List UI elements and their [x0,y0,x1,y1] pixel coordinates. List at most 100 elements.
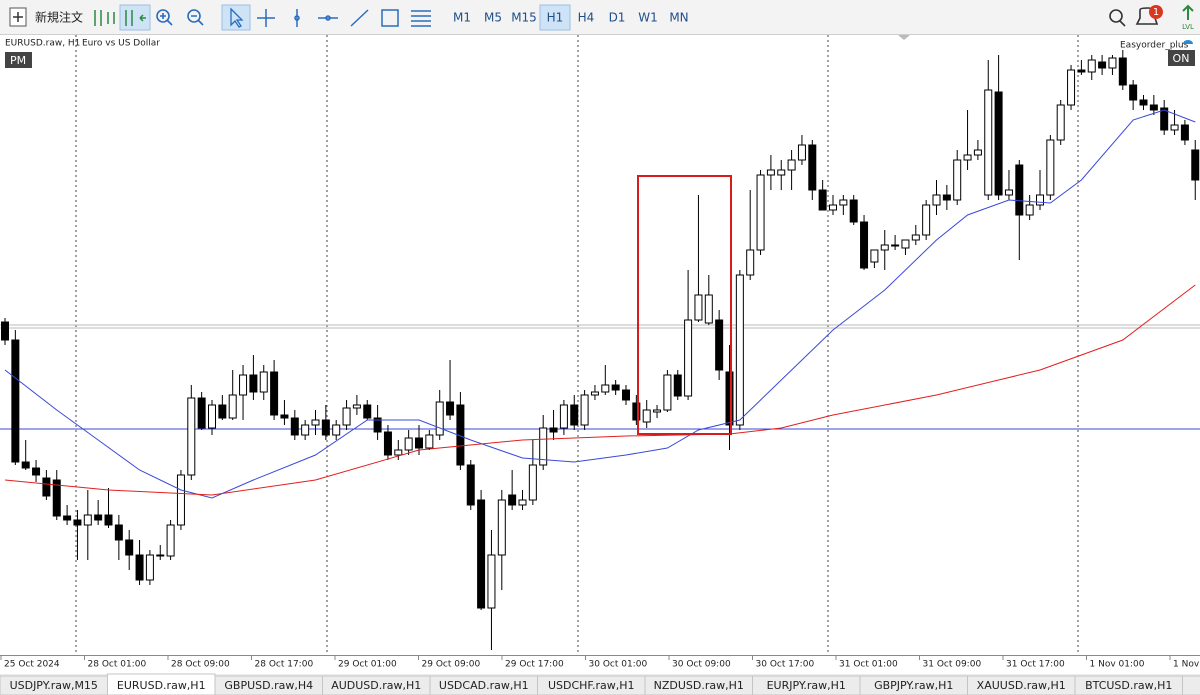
candle-body [601,384,610,393]
candle-body [580,394,589,426]
search-button[interactable] [1109,9,1123,23]
candle-body [176,474,185,526]
candle-body [1129,84,1138,101]
candle-body [73,519,82,526]
zoom-in-button[interactable] [156,9,170,23]
candle-body [290,417,299,436]
candle-body [973,149,982,156]
candle-body [891,244,900,247]
candle-body [83,514,92,526]
tab[interactable] [1182,675,1200,695]
candle-body [1067,69,1076,106]
rectangle-button[interactable] [381,9,399,27]
candle-body [1149,104,1158,111]
candle-body [860,221,869,269]
candle-body [559,404,568,429]
time-label: 29 Oct 17:00 [505,660,564,670]
status-badge [1168,50,1195,66]
timeframe-button[interactable]: M5 [484,11,502,25]
tab-label: EURJPY.raw,H1 [767,679,846,692]
vertical-line-dot [294,15,300,21]
candle-body [901,239,910,249]
candle-body [808,144,817,191]
time-label: 31 Oct 09:00 [923,660,982,670]
tab-label: USDCAD.raw,H1 [439,679,529,692]
timeframe-button[interactable]: D1 [609,11,626,25]
candle-body [1087,59,1096,73]
candle-body [590,391,599,396]
new-order-button[interactable]: 新規注文 [9,7,83,27]
timeframe-button[interactable]: H4 [578,11,595,25]
candle-body [994,91,1003,196]
tab-label: GBPUSD.raw,H4 [224,679,313,692]
timeframe-button[interactable]: MN [669,11,688,25]
candle-body [332,424,341,436]
tab-label: USDCHF.raw,H1 [548,679,635,692]
candle-body [373,417,382,433]
tab-label: AUDUSD.raw,H1 [331,679,421,692]
expert-icon [1183,40,1193,44]
candle-body [539,427,548,466]
candle-body [632,402,641,421]
cursor-button[interactable] [221,4,251,31]
candle-body [849,199,858,223]
candle-body [870,249,879,263]
candle-body [497,499,506,556]
fibo-button[interactable] [411,10,431,27]
tab-label: GBPJPY.raw,H1 [874,679,953,692]
time-label: 1 Nov 0 [1173,660,1200,670]
candle-body [321,419,330,436]
tab-label: NZDUSD.raw,H1 [654,679,744,692]
time-label: 29 Oct 01:00 [338,660,397,670]
candle-body [311,419,320,426]
zoom-out-button[interactable] [187,9,201,23]
timeframe-bar: M1 M5 M15 H1 H4 D1 W1 MN [453,4,689,31]
timeframe-button[interactable]: H1 [547,11,564,25]
session-label: PM [10,54,26,67]
candle-body [135,554,144,581]
candle-body [746,249,755,276]
crosshair-button[interactable] [257,9,275,27]
trendline-button[interactable] [350,9,369,27]
level-icon[interactable] [1182,4,1194,20]
candle-body [394,449,403,456]
candle-body [694,294,703,321]
candle-body [570,404,579,426]
candle-body [777,169,786,176]
zoom-out-icon [191,15,204,26]
candle-body [818,189,827,211]
chart-area [0,35,1200,655]
toolbar [0,0,1200,35]
candle-body [684,319,693,397]
candle-body [435,401,444,436]
search-handle [1119,20,1126,27]
time-label: 28 Oct 17:00 [255,660,314,670]
candle-body [156,554,165,557]
candle-body [114,524,123,541]
candle-body [528,464,537,501]
price-series [1,50,1200,650]
highlight-box [637,175,732,435]
time-label: 25 Oct 2024 [4,660,60,670]
candle-body [839,199,848,206]
candle-body [725,371,734,426]
candle-body [766,169,775,176]
time-label: 30 Oct 01:00 [589,660,648,670]
timeframe-button[interactable]: M15 [511,11,537,25]
candle-body [32,467,41,476]
candle-body [239,374,248,396]
candle-body [508,494,517,506]
time-label: 29 Oct 09:00 [422,660,481,670]
timeframe-button[interactable]: M1 [453,11,471,25]
candle-body [1180,124,1189,141]
timeframe-button[interactable]: W1 [638,11,658,25]
candle-body [673,374,682,397]
candle-body [415,437,423,449]
candle-body [787,159,796,171]
candle-body [922,204,931,236]
candle-icon[interactable] [94,10,115,26]
time-label: 28 Oct 01:00 [88,660,147,670]
candle-body [1,321,9,341]
time-label: 1 Nov 01:00 [1090,660,1145,670]
